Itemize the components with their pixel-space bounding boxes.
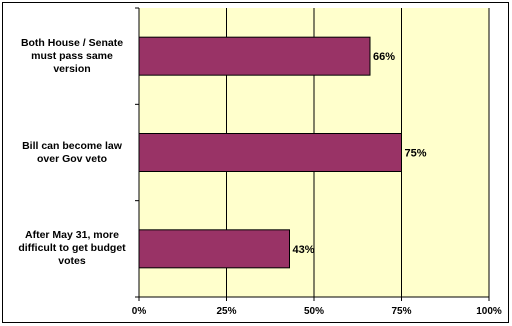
category-label-line: difficult to get budget [18, 242, 126, 255]
category-label-line: votes [58, 255, 86, 268]
category-label-line: After May 31, more [25, 229, 119, 242]
category-label: Bill can become law over Gov veto [9, 140, 135, 166]
x-tick-label: 25% [216, 306, 236, 317]
x-tick-label: 0% [132, 306, 147, 317]
bar [138, 36, 371, 76]
category-label-line: version [53, 62, 91, 75]
x-tick-label: 75% [391, 306, 411, 317]
category-label-line: Bill can become law [22, 139, 122, 152]
data-label: 75% [405, 148, 427, 160]
data-label: 43% [293, 244, 315, 256]
category-label: Both House / Senate must pass same version [9, 37, 135, 76]
category-label-line: over Gov veto [36, 152, 108, 165]
x-tick-labels: 0% 25% 50% 75% 100% [132, 306, 502, 317]
value-labels: 66% 75% 43% [293, 51, 427, 256]
axes [135, 7, 490, 301]
x-tick-label: 50% [304, 306, 324, 317]
category-label-line: Both House / Senate [20, 36, 124, 49]
bar [138, 133, 402, 172]
bar [138, 229, 290, 269]
category-label-line: must pass same [31, 49, 113, 62]
category-label: After May 31, more difficult to get budge… [9, 229, 135, 268]
chart-frame: 66% 75% 43% 0% 25% 50% 75% 100% Both House / S… [2, 2, 509, 323]
bar-chart: 66% 75% 43% 0% 25% 50% 75% 100% [132, 7, 502, 317]
x-tick-label: 100% [476, 306, 502, 317]
bars [138, 36, 402, 269]
data-label: 66% [373, 51, 395, 63]
